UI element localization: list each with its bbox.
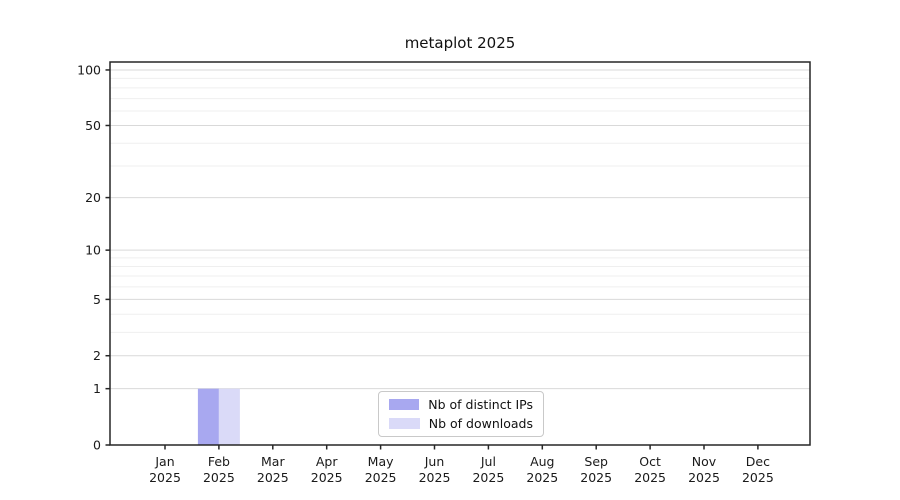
legend-item-distinct-ips: Nb of distinct IPs <box>389 397 533 413</box>
legend-label-distinct-ips: Nb of distinct IPs <box>428 396 533 412</box>
x-tick-label-month: Mar <box>261 454 285 469</box>
x-tick-label-month: Aug <box>530 454 554 469</box>
x-tick-label-year: 2025 <box>526 470 558 485</box>
x-tick-label-month: Dec <box>746 454 770 469</box>
x-tick-label-month: Jun <box>424 454 445 469</box>
x-tick-label-month: Jul <box>480 454 496 469</box>
x-tick-label-month: Oct <box>639 454 661 469</box>
x-tick-label-month: Feb <box>208 454 230 469</box>
x-tick-label-year: 2025 <box>203 470 235 485</box>
y-tick-label: 20 <box>85 190 101 205</box>
x-tick-label-year: 2025 <box>472 470 504 485</box>
y-tick-label: 5 <box>93 292 101 307</box>
chart-title: metaplot 2025 <box>404 34 516 52</box>
legend-label-downloads: Nb of downloads <box>428 415 533 431</box>
y-tick-label: 2 <box>93 348 101 363</box>
x-tick-label-year: 2025 <box>742 470 774 485</box>
y-tick-label: 100 <box>77 62 101 77</box>
y-tick-label: 10 <box>85 243 101 258</box>
x-tick-label-year: 2025 <box>257 470 289 485</box>
x-tick-label-year: 2025 <box>149 470 181 485</box>
legend-swatch-downloads <box>389 418 420 429</box>
x-tick-label-year: 2025 <box>580 470 612 485</box>
x-tick-label-year: 2025 <box>688 470 720 485</box>
bar-nb-of-downloads <box>218 388 240 445</box>
y-tick-label: 50 <box>85 118 101 133</box>
x-tick-label-month: May <box>368 454 394 469</box>
x-tick-label-year: 2025 <box>419 470 451 485</box>
axis-spine <box>109 61 811 446</box>
x-tick-label-month: Nov <box>692 454 717 469</box>
y-tick-label: 1 <box>93 381 101 396</box>
y-tick-label: 0 <box>93 438 101 453</box>
x-tick-label-year: 2025 <box>311 470 343 485</box>
x-tick-label-month: Jan <box>154 454 174 469</box>
x-tick-label-month: Sep <box>584 454 608 469</box>
x-tick-label-year: 2025 <box>634 470 666 485</box>
x-tick-label-month: Apr <box>316 454 338 469</box>
x-tick-label-year: 2025 <box>365 470 397 485</box>
legend: Nb of distinct IPs Nb of downloads <box>378 391 544 437</box>
legend-swatch-distinct-ips <box>389 399 420 410</box>
legend-item-downloads: Nb of downloads <box>389 416 533 432</box>
bar-nb-of-distinct-ips <box>197 388 219 445</box>
